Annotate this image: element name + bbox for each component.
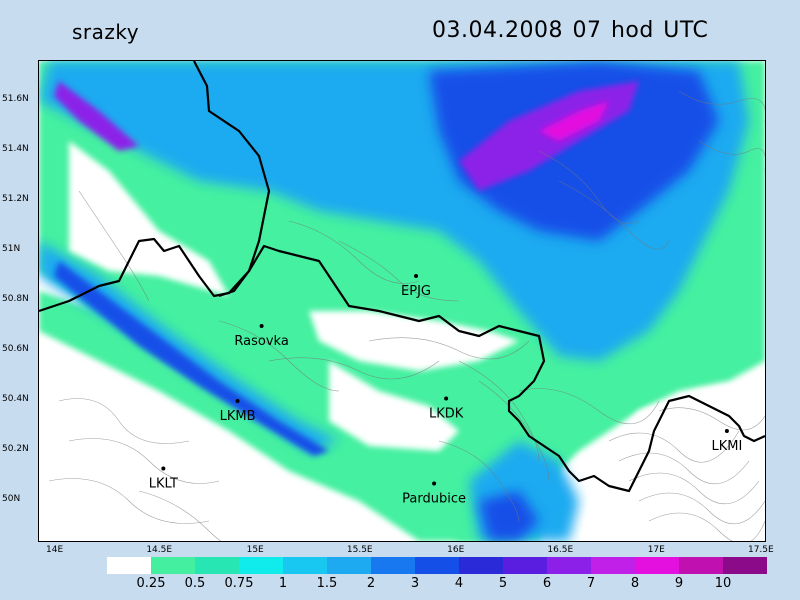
colorbar-swatch — [635, 557, 679, 574]
station-label: LKDK — [429, 407, 464, 422]
station-marker — [414, 274, 419, 278]
colorbar-swatch — [415, 557, 459, 574]
colorbar-label: 0.25 — [136, 576, 166, 591]
precip-area-peak — [539, 101, 609, 141]
colorbar-swatch — [107, 557, 151, 574]
colorbar-swatch — [459, 557, 503, 574]
x-tick-label: 17.5E — [747, 545, 774, 555]
station-label: LKMB — [220, 409, 256, 424]
y-tick-label: 50.6N — [2, 344, 29, 354]
precip-area-diagonal-band — [39, 241, 339, 451]
station-label: LKMI — [711, 439, 742, 454]
colorbar-label: 6 — [542, 576, 552, 591]
country-borders — [39, 61, 765, 493]
colorbar-label: 1.5 — [316, 576, 338, 591]
station-rasovka: Rasovka — [234, 324, 289, 349]
colorbar-swatch — [591, 557, 635, 574]
station-lkmi: LKMI — [711, 429, 742, 454]
station-epjg: EPJG — [401, 274, 431, 299]
station-lkmb: LKMB — [220, 399, 256, 424]
y-tick-label: 50.2N — [2, 444, 29, 454]
station-label: LKLT — [149, 477, 178, 492]
colorbar-label: 0.75 — [224, 576, 254, 591]
stations-layer: EPJG Rasovka LKMB LKDK LKMI LKLT Pardubice — [149, 274, 742, 507]
colorbar-label: 1 — [278, 576, 288, 591]
colorbar-swatch — [195, 557, 239, 574]
precipitation-field — [39, 61, 765, 541]
station-label: Pardubice — [402, 492, 466, 507]
colorbar-label: 0.5 — [184, 576, 206, 591]
station-marker — [432, 481, 437, 486]
x-tick-label: 15.5E — [346, 545, 373, 555]
dry-area-north-west — [69, 141, 229, 296]
y-tick-label: 51.6N — [2, 94, 29, 104]
x-tick-label: 14.5E — [146, 545, 173, 555]
colorbar — [107, 557, 767, 574]
y-tick-label: 50.4N — [2, 394, 29, 404]
x-tick-label: 16E — [447, 545, 465, 555]
colorbar-label: 7 — [586, 576, 596, 591]
station-label: Rasovka — [234, 334, 288, 349]
colorbar-swatch — [239, 557, 283, 574]
colorbar-label: 2 — [366, 576, 376, 591]
colorbar-swatch — [679, 557, 723, 574]
colorbar-swatch — [547, 557, 591, 574]
colorbar-label: 9 — [674, 576, 684, 591]
colorbar-label: 10 — [714, 576, 732, 591]
colorbar-swatch — [327, 557, 371, 574]
station-lklt: LKLT — [149, 466, 178, 492]
station-marker — [235, 399, 240, 403]
colorbar-label: 3 — [410, 576, 420, 591]
station-lkdk: LKDK — [429, 396, 464, 422]
y-tick-label: 51N — [2, 244, 21, 254]
colorbar-label: 8 — [630, 576, 640, 591]
y-tick-label: 50.8N — [2, 294, 29, 304]
x-tick-label: 16.5E — [547, 545, 574, 555]
border-czech-north — [39, 237, 546, 422]
station-marker — [444, 396, 449, 401]
map-datetime-title: 03.04.2008 07 hod UTC — [432, 18, 709, 43]
precipitation-map: EPJG Rasovka LKMB LKDK LKMI LKLT Pardubice — [38, 60, 766, 542]
station-pardubice: Pardubice — [402, 481, 466, 507]
precip-area-northwest-streak — [54, 81, 139, 151]
x-tick-label: 17E — [647, 545, 665, 555]
colorbar-swatch — [283, 557, 327, 574]
y-tick-label: 51.4N — [2, 144, 29, 154]
colorbar-label: 5 — [498, 576, 508, 591]
colorbar-swatch — [503, 557, 547, 574]
colorbar-label: 4 — [454, 576, 464, 591]
precip-area-southwest-band — [39, 291, 509, 541]
colorbar-swatch — [151, 557, 195, 574]
station-marker — [724, 429, 729, 433]
dry-area-central — [309, 311, 519, 371]
dry-area-west — [39, 341, 279, 541]
precip-area-heavy-2 — [479, 491, 539, 541]
precip-area-diagonal-core — [54, 261, 329, 456]
station-marker — [259, 324, 264, 328]
colorbar-swatch — [723, 557, 767, 574]
station-marker — [161, 466, 166, 471]
border-germany-poland — [193, 61, 271, 298]
precip-area-heavy — [429, 61, 719, 241]
dry-area-south-middle — [329, 361, 459, 451]
station-label: EPJG — [401, 284, 431, 299]
x-tick-label: 15E — [246, 545, 264, 555]
terrain-contours — [48, 90, 765, 541]
x-tick-label: 14E — [46, 545, 64, 555]
map-canvas: EPJG Rasovka LKMB LKDK LKMI LKLT Pardubice — [39, 61, 765, 541]
colorbar-swatch — [371, 557, 415, 574]
border-czech-east — [518, 394, 765, 493]
map-variable-title: srazky — [72, 20, 140, 44]
y-tick-label: 50N — [2, 494, 21, 504]
y-tick-label: 51.2N — [2, 194, 29, 204]
